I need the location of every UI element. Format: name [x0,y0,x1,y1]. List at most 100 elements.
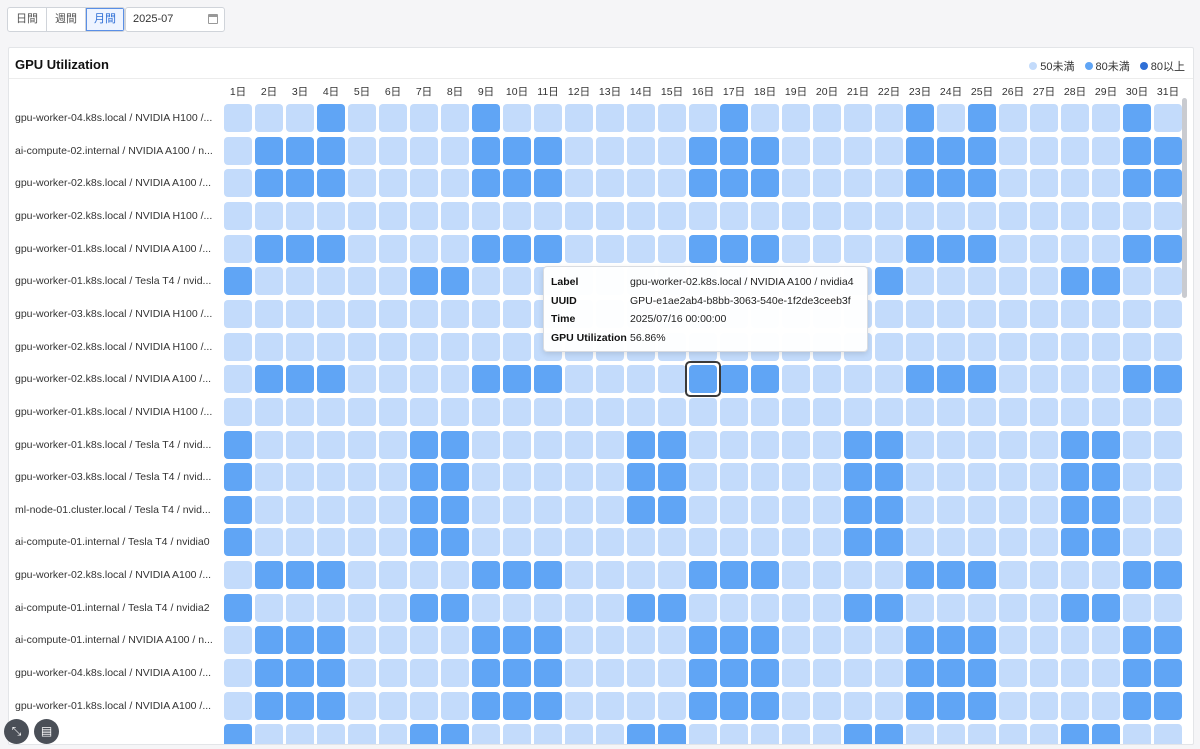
heatmap-cell[interactable] [472,332,500,361]
heatmap-cell[interactable] [472,267,500,296]
heatmap-cell[interactable] [379,659,407,688]
heatmap-cell[interactable] [1092,528,1120,557]
heatmap-cell[interactable] [1154,397,1182,426]
heatmap-cell[interactable] [782,659,810,688]
heatmap-cell[interactable] [255,136,283,165]
heatmap-cell[interactable] [379,430,407,459]
heatmap-cell[interactable] [1061,561,1089,590]
heatmap-cell[interactable] [441,397,469,426]
legend-item-high[interactable]: 80以上 [1139,58,1185,74]
heatmap-cell[interactable] [317,691,345,720]
heatmap-cell[interactable] [441,299,469,328]
heatmap-cell[interactable] [286,626,314,655]
heatmap-cell[interactable] [379,201,407,230]
heatmap-cell[interactable] [844,397,872,426]
heatmap-cell[interactable] [441,365,469,394]
heatmap-cell[interactable] [472,104,500,132]
heatmap-cell[interactable] [1154,201,1182,230]
heatmap-cell[interactable] [782,234,810,263]
heatmap-cell[interactable] [410,267,438,296]
heatmap-cell[interactable] [441,267,469,296]
heatmap-cell[interactable] [379,234,407,263]
heatmap-cell[interactable] [1061,659,1089,688]
heatmap-cell[interactable] [751,430,779,459]
calendar-icon[interactable] [208,14,218,24]
heatmap-cell[interactable] [751,136,779,165]
heatmap-cell[interactable] [317,724,345,744]
heatmap-cell[interactable] [565,561,593,590]
heatmap-cell[interactable] [937,234,965,263]
heatmap-cell[interactable] [224,593,252,622]
heatmap-cell[interactable] [317,104,345,132]
heatmap-cell[interactable] [906,397,934,426]
heatmap-cell[interactable] [844,561,872,590]
heatmap-cell[interactable] [751,397,779,426]
heatmap-cell[interactable] [999,169,1027,198]
heatmap-cell[interactable] [813,626,841,655]
heatmap-cell[interactable] [627,691,655,720]
heatmap-cell[interactable] [875,365,903,394]
heatmap-cell[interactable] [286,659,314,688]
tab-weekly[interactable]: 週間 [47,8,86,31]
heatmap-cell[interactable] [999,267,1027,296]
heatmap-cell[interactable] [875,267,903,296]
heatmap-cell[interactable] [875,495,903,524]
heatmap-cell[interactable] [968,659,996,688]
heatmap-cell[interactable] [689,201,717,230]
heatmap-cell[interactable] [720,169,748,198]
heatmap-cell[interactable] [906,332,934,361]
heatmap-cell[interactable] [565,463,593,492]
heatmap-cell[interactable] [999,201,1027,230]
heatmap-cell[interactable] [689,463,717,492]
heatmap-cell[interactable] [534,430,562,459]
heatmap-cell[interactable] [658,169,686,198]
heatmap-cell[interactable] [534,561,562,590]
heatmap-cell[interactable] [379,463,407,492]
heatmap-cell[interactable] [906,659,934,688]
heatmap-cell[interactable] [906,136,934,165]
heatmap-cell[interactable] [472,528,500,557]
heatmap-cell[interactable] [813,234,841,263]
heatmap-cell[interactable] [782,561,810,590]
heatmap-cell[interactable] [906,201,934,230]
heatmap-cell[interactable] [286,332,314,361]
heatmap-cell[interactable] [534,169,562,198]
heatmap-cell[interactable] [1061,332,1089,361]
heatmap-cell[interactable] [410,463,438,492]
heatmap-cell[interactable] [472,691,500,720]
heatmap-cell[interactable] [224,365,252,394]
heatmap-cell[interactable] [1030,430,1058,459]
heatmap-cell[interactable] [596,430,624,459]
heatmap-cell[interactable] [906,430,934,459]
heatmap-cell[interactable] [441,724,469,744]
heatmap-cell[interactable] [782,495,810,524]
vertical-scrollbar[interactable] [1182,98,1187,298]
heatmap-cell[interactable] [565,724,593,744]
heatmap-cell[interactable] [1030,397,1058,426]
heatmap-cell[interactable] [751,104,779,132]
heatmap-cell[interactable] [937,299,965,328]
heatmap-cell[interactable] [286,430,314,459]
heatmap-cell[interactable] [503,659,531,688]
heatmap-cell[interactable] [999,365,1027,394]
heatmap-cell[interactable] [782,691,810,720]
heatmap-cell[interactable] [379,104,407,132]
heatmap-cell[interactable] [472,136,500,165]
heatmap-cell[interactable] [534,463,562,492]
heatmap-cell[interactable] [224,724,252,744]
heatmap-cell[interactable] [348,626,376,655]
heatmap-cell[interactable] [596,495,624,524]
heatmap-cell[interactable] [286,593,314,622]
heatmap-cell[interactable] [875,528,903,557]
heatmap-cell[interactable] [906,626,934,655]
heatmap-cell[interactable] [410,495,438,524]
heatmap-cell[interactable] [534,136,562,165]
heatmap-cell[interactable] [410,234,438,263]
heatmap-cell[interactable] [999,561,1027,590]
heatmap-cell[interactable] [627,528,655,557]
heatmap-cell[interactable] [844,691,872,720]
heatmap-cell[interactable] [1092,561,1120,590]
heatmap-cell[interactable] [937,201,965,230]
heatmap-cell[interactable] [1123,561,1151,590]
heatmap-cell[interactable] [782,201,810,230]
